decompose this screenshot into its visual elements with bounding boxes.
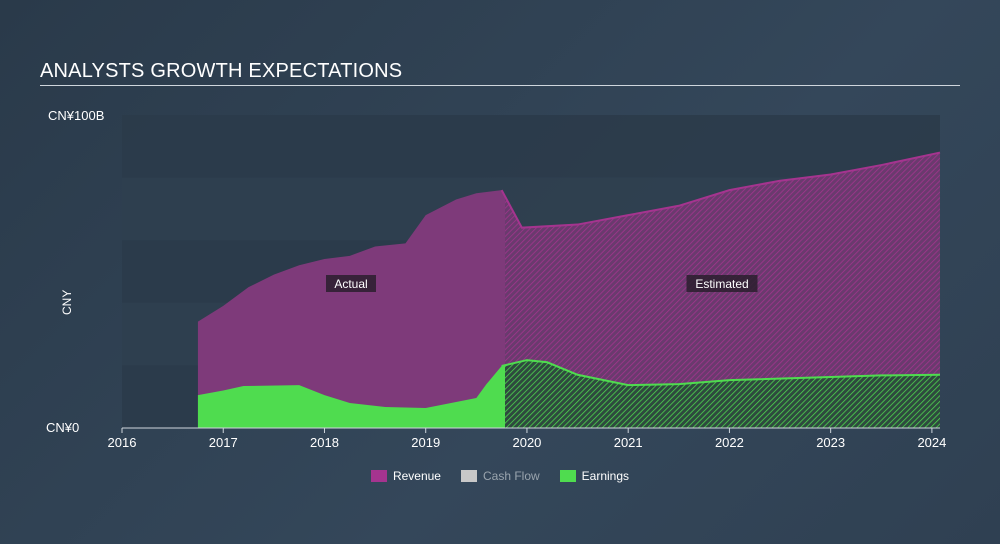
legend-label: Earnings — [581, 469, 630, 483]
revenue-line-estimated — [500, 151, 941, 229]
x-tick-label: 2024 — [917, 435, 946, 450]
legend-label: Cash Flow — [482, 469, 540, 483]
x-tick-label: 2017 — [209, 435, 238, 450]
x-tick-label: 2020 — [512, 435, 541, 450]
x-tick-label: 2022 — [715, 435, 744, 450]
y-tick-label-top: CN¥100B — [48, 108, 104, 123]
y-tick-label-bottom: CN¥0 — [46, 420, 79, 435]
y-axis-label: CNY — [60, 290, 74, 315]
x-tick-label: 2018 — [310, 435, 339, 450]
earnings-area-actual — [197, 365, 505, 428]
legend: Revenue Cash Flow Earnings — [0, 469, 1000, 483]
annotation-actual-bg — [326, 275, 376, 292]
legend-item-cash-flow[interactable]: Cash Flow — [460, 469, 540, 483]
earnings-line-estimated — [501, 359, 941, 387]
annotation-estimated: Estimated — [695, 277, 748, 291]
legend-item-earnings[interactable]: Earnings — [559, 469, 630, 483]
x-tick-label: 2023 — [816, 435, 845, 450]
x-tick-label: 2019 — [411, 435, 440, 450]
grid-band — [122, 115, 940, 178]
title-divider — [40, 85, 960, 86]
x-tick-label: 2016 — [108, 435, 137, 450]
annotation-actual: Actual — [334, 277, 367, 291]
legend-item-revenue[interactable]: Revenue — [370, 469, 441, 483]
annotation-estimated-bg — [686, 275, 758, 292]
chart-title: ANALYSTS GROWTH EXPECTATIONS — [40, 60, 403, 82]
legend-label: Revenue — [392, 469, 441, 483]
earnings-swatch — [559, 470, 576, 482]
revenue-swatch — [370, 470, 387, 482]
revenue-area-actual — [197, 190, 505, 428]
x-tick-label: 2021 — [614, 435, 643, 450]
cash-flow-swatch — [460, 470, 477, 482]
